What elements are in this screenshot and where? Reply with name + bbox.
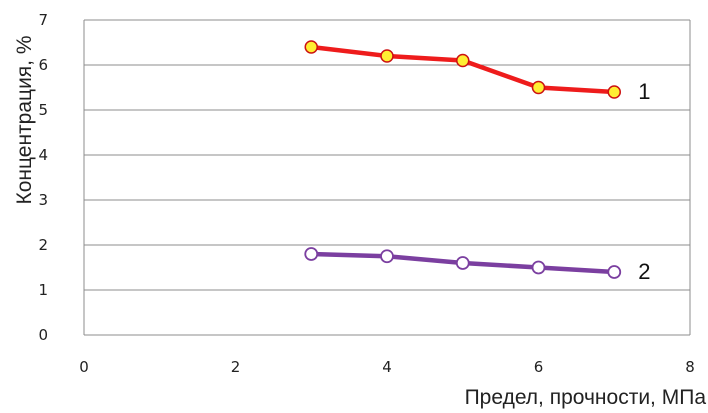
series-1-point [531, 80, 546, 95]
y-tick-label: 0 [38, 326, 48, 344]
series-1-point [607, 85, 621, 99]
series-2-label: 2 [638, 259, 650, 284]
series-2-point [304, 247, 319, 261]
axes [83, 20, 691, 336]
x-tick-labels: 0 2 4 6 8 [79, 358, 695, 376]
series-2-point [455, 256, 470, 270]
y-tick-label: 6 [38, 56, 48, 74]
x-tick-label: 2 [231, 358, 241, 376]
series-labels: 12 [638, 79, 650, 284]
y-tick-label: 3 [38, 191, 48, 209]
y-tick-label: 1 [38, 281, 48, 299]
series-2-point [607, 265, 622, 279]
x-tick-label: 4 [382, 358, 392, 376]
series-1-point [456, 53, 470, 68]
y-tick-labels: 0 1 2 3 4 5 6 7 [38, 11, 48, 344]
grid-lines [84, 19, 690, 291]
y-tick-label: 7 [38, 11, 48, 29]
series-1-point [380, 49, 394, 63]
y-tick-label: 4 [38, 146, 48, 164]
x-axis-title: Предел, прочности, МПа [465, 386, 707, 409]
series-group [304, 40, 622, 279]
x-tick-label: 8 [685, 358, 695, 376]
x-tick-label: 0 [79, 358, 89, 376]
series-1-point [304, 40, 318, 54]
series-2-point [380, 249, 394, 264]
y-axis-title: Концентрация, % [13, 35, 36, 204]
x-tick-label: 6 [534, 358, 544, 376]
y-tick-label: 5 [38, 101, 48, 119]
series-2-point [531, 260, 546, 275]
y-tick-label: 2 [38, 236, 48, 254]
series-1-label: 1 [638, 79, 650, 104]
